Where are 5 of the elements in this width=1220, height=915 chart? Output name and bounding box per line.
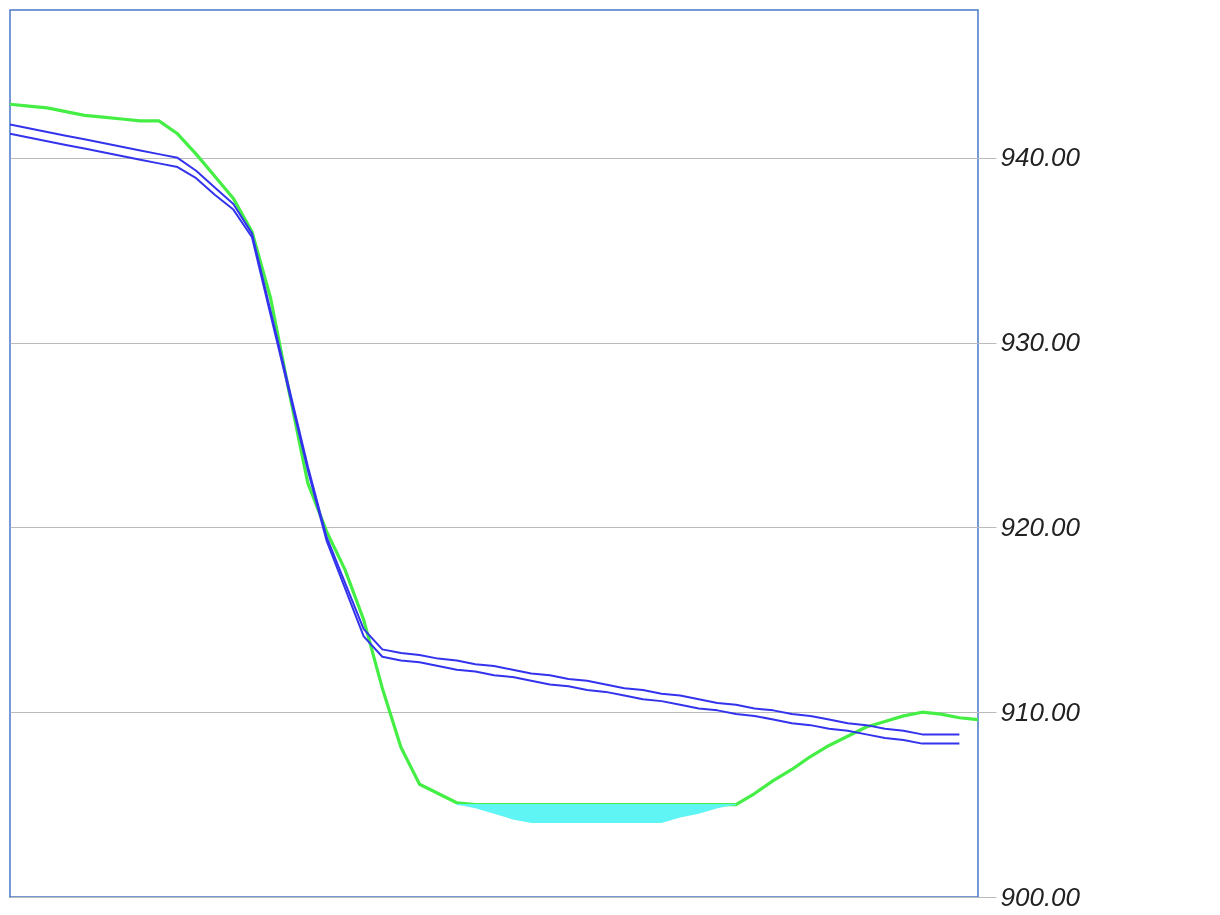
y-tick-label: 920.00 [1000,511,1081,542]
y-tick-label: 910.00 [1000,696,1081,727]
y-tick-label: 940.00 [1000,142,1081,173]
y-tick-label: 900.00 [1000,881,1081,912]
y-tick-label: 930.00 [1000,327,1081,358]
